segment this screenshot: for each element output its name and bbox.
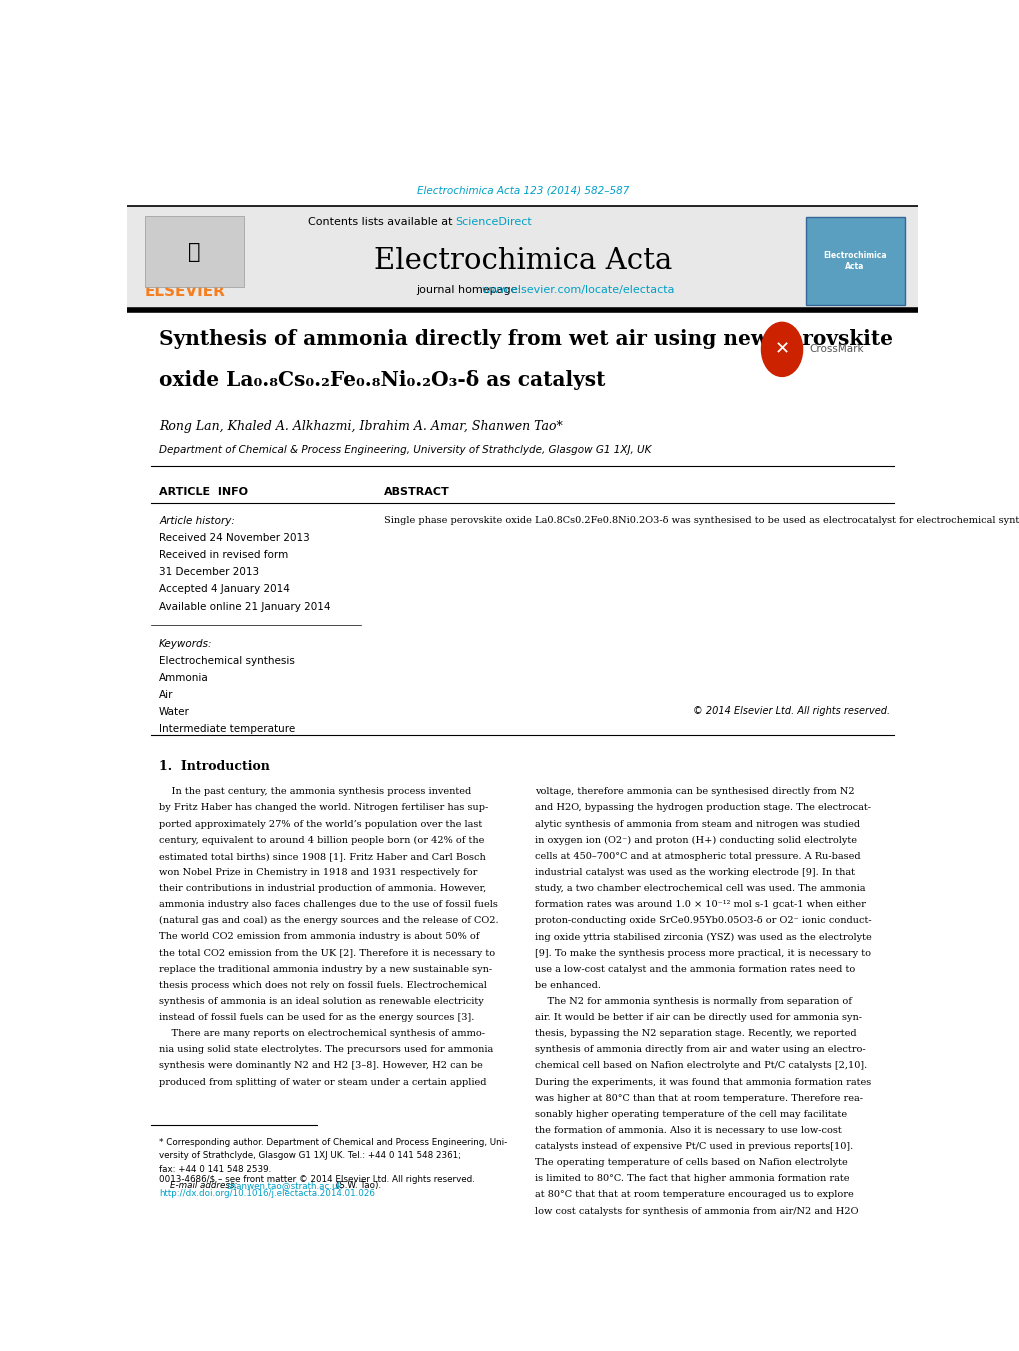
Text: Ammonia: Ammonia bbox=[159, 673, 209, 682]
Text: www.elsevier.com/locate/electacta: www.elsevier.com/locate/electacta bbox=[481, 285, 675, 296]
Text: synthesis were dominantly N2 and H2 [3–8]. However, H2 can be: synthesis were dominantly N2 and H2 [3–8… bbox=[159, 1062, 482, 1070]
Text: Keywords:: Keywords: bbox=[159, 639, 212, 648]
Text: ELSEVIER: ELSEVIER bbox=[145, 285, 225, 300]
Text: be enhanced.: be enhanced. bbox=[534, 981, 600, 990]
Text: chemical cell based on Nafion electrolyte and Pt/C catalysts [2,10].: chemical cell based on Nafion electrolyt… bbox=[534, 1062, 866, 1070]
Text: Accepted 4 January 2014: Accepted 4 January 2014 bbox=[159, 585, 289, 594]
Text: industrial catalyst was used as the working electrode [9]. In that: industrial catalyst was used as the work… bbox=[534, 867, 854, 877]
Text: Water: Water bbox=[159, 707, 190, 717]
Text: in oxygen ion (O2⁻) and proton (H+) conducting solid electrolyte: in oxygen ion (O2⁻) and proton (H+) cond… bbox=[534, 836, 856, 844]
Text: (S.W. Tao).: (S.W. Tao). bbox=[333, 1181, 381, 1190]
Text: Received 24 November 2013: Received 24 November 2013 bbox=[159, 534, 310, 543]
Circle shape bbox=[761, 323, 802, 377]
Text: ing oxide yttria stabilised zirconia (YSZ) was used as the electrolyte: ing oxide yttria stabilised zirconia (YS… bbox=[534, 932, 870, 942]
FancyBboxPatch shape bbox=[805, 218, 904, 304]
Text: http://dx.doi.org/10.1016/j.electacta.2014.01.026: http://dx.doi.org/10.1016/j.electacta.20… bbox=[159, 1189, 375, 1198]
Text: was higher at 80°C than that at room temperature. Therefore rea-: was higher at 80°C than that at room tem… bbox=[534, 1094, 862, 1102]
Text: estimated total births) since 1908 [1]. Fritz Haber and Carl Bosch: estimated total births) since 1908 [1]. … bbox=[159, 852, 485, 861]
Text: low cost catalysts for synthesis of ammonia from air/N2 and H2O: low cost catalysts for synthesis of ammo… bbox=[534, 1206, 857, 1216]
Text: study, a two chamber electrochemical cell was used. The ammonia: study, a two chamber electrochemical cel… bbox=[534, 884, 864, 893]
Text: ammonia industry also faces challenges due to the use of fossil fuels: ammonia industry also faces challenges d… bbox=[159, 900, 497, 909]
Text: Single phase perovskite oxide La0.8Cs0.2Fe0.8Ni0.2O3-δ was synthesised to be use: Single phase perovskite oxide La0.8Cs0.2… bbox=[384, 513, 1019, 524]
Text: won Nobel Prize in Chemistry in 1918 and 1931 respectively for: won Nobel Prize in Chemistry in 1918 and… bbox=[159, 867, 477, 877]
Text: the total CO2 emission from the UK [2]. Therefore it is necessary to: the total CO2 emission from the UK [2]. … bbox=[159, 948, 495, 958]
Text: [9]. To make the synthesis process more practical, it is necessary to: [9]. To make the synthesis process more … bbox=[534, 948, 870, 958]
Text: proton-conducting oxide SrCe0.95Yb0.05O3-δ or O2⁻ ionic conduct-: proton-conducting oxide SrCe0.95Yb0.05O3… bbox=[534, 916, 870, 925]
Text: In the past century, the ammonia synthesis process invented: In the past century, the ammonia synthes… bbox=[159, 788, 471, 796]
Text: Intermediate temperature: Intermediate temperature bbox=[159, 724, 296, 735]
Text: During the experiments, it was found that ammonia formation rates: During the experiments, it was found tha… bbox=[534, 1078, 870, 1086]
Text: 31 December 2013: 31 December 2013 bbox=[159, 567, 259, 577]
Text: 1.  Introduction: 1. Introduction bbox=[159, 761, 270, 773]
Text: Article history:: Article history: bbox=[159, 516, 234, 526]
Text: 🌳: 🌳 bbox=[189, 242, 201, 262]
Text: (natural gas and coal) as the energy sources and the release of CO2.: (natural gas and coal) as the energy sou… bbox=[159, 916, 498, 925]
Text: Rong Lan, Khaled A. Alkhazmi, Ibrahim A. Amar, Shanwen Tao*: Rong Lan, Khaled A. Alkhazmi, Ibrahim A.… bbox=[159, 420, 562, 434]
Text: journal homepage:: journal homepage: bbox=[416, 285, 524, 296]
Text: and H2O, bypassing the hydrogen production stage. The electrocat-: and H2O, bypassing the hydrogen producti… bbox=[534, 804, 870, 812]
Text: * Corresponding author. Department of Chemical and Process Engineering, Uni-: * Corresponding author. Department of Ch… bbox=[159, 1138, 506, 1147]
Text: the formation of ammonia. Also it is necessary to use low-cost: the formation of ammonia. Also it is nec… bbox=[534, 1125, 841, 1135]
Text: century, equivalent to around 4 billion people born (or 42% of the: century, equivalent to around 4 billion … bbox=[159, 836, 484, 844]
FancyBboxPatch shape bbox=[145, 216, 244, 286]
Text: synthesis of ammonia directly from air and water using an electro-: synthesis of ammonia directly from air a… bbox=[534, 1046, 864, 1054]
Text: by Fritz Haber has changed the world. Nitrogen fertiliser has sup-: by Fritz Haber has changed the world. Ni… bbox=[159, 804, 488, 812]
Text: alytic synthesis of ammonia from steam and nitrogen was studied: alytic synthesis of ammonia from steam a… bbox=[534, 820, 859, 828]
Text: oxide La₀.₈Cs₀.₂Fe₀.₈Ni₀.₂O₃-δ as catalyst: oxide La₀.₈Cs₀.₂Fe₀.₈Ni₀.₂O₃-δ as cataly… bbox=[159, 370, 605, 390]
Text: air. It would be better if air can be directly used for ammonia syn-: air. It would be better if air can be di… bbox=[534, 1013, 861, 1023]
Text: Electrochimica
Acta: Electrochimica Acta bbox=[822, 251, 887, 270]
Text: is limited to 80°C. The fact that higher ammonia formation rate: is limited to 80°C. The fact that higher… bbox=[534, 1174, 848, 1183]
Text: fax: +44 0 141 548 2539.: fax: +44 0 141 548 2539. bbox=[159, 1165, 271, 1174]
Text: Electrochimica Acta: Electrochimica Acta bbox=[373, 247, 672, 276]
Text: instead of fossil fuels can be used for as the energy sources [3].: instead of fossil fuels can be used for … bbox=[159, 1013, 474, 1023]
Text: thesis process which does not rely on fossil fuels. Electrochemical: thesis process which does not rely on fo… bbox=[159, 981, 486, 990]
Text: shanwen.tao@strath.ac.uk: shanwen.tao@strath.ac.uk bbox=[226, 1181, 342, 1190]
Text: Electrochemical synthesis: Electrochemical synthesis bbox=[159, 655, 294, 666]
Text: Available online 21 January 2014: Available online 21 January 2014 bbox=[159, 601, 330, 612]
Text: CrossMark: CrossMark bbox=[808, 345, 863, 354]
Text: versity of Strathclyde, Glasgow G1 1XJ UK. Tel.: +44 0 141 548 2361;: versity of Strathclyde, Glasgow G1 1XJ U… bbox=[159, 1151, 461, 1161]
Text: Electrochimica Acta 123 (2014) 582–587: Electrochimica Acta 123 (2014) 582–587 bbox=[416, 185, 629, 195]
Text: ScienceDirect: ScienceDirect bbox=[455, 218, 532, 227]
FancyBboxPatch shape bbox=[127, 205, 917, 309]
Text: Received in revised form: Received in revised form bbox=[159, 550, 288, 561]
Text: There are many reports on electrochemical synthesis of ammo-: There are many reports on electrochemica… bbox=[159, 1029, 485, 1038]
Text: replace the traditional ammonia industry by a new sustainable syn-: replace the traditional ammonia industry… bbox=[159, 965, 492, 974]
Text: use a low-cost catalyst and the ammonia formation rates need to: use a low-cost catalyst and the ammonia … bbox=[534, 965, 854, 974]
Text: catalysts instead of expensive Pt/C used in previous reports[10].: catalysts instead of expensive Pt/C used… bbox=[534, 1142, 852, 1151]
Text: sonably higher operating temperature of the cell may facilitate: sonably higher operating temperature of … bbox=[534, 1109, 846, 1119]
Text: voltage, therefore ammonia can be synthesised directly from N2: voltage, therefore ammonia can be synthe… bbox=[534, 788, 853, 796]
Text: The world CO2 emission from ammonia industry is about 50% of: The world CO2 emission from ammonia indu… bbox=[159, 932, 479, 942]
Text: © 2014 Elsevier Ltd. All rights reserved.: © 2014 Elsevier Ltd. All rights reserved… bbox=[693, 707, 890, 716]
Text: Synthesis of ammonia directly from wet air using new perovskite: Synthesis of ammonia directly from wet a… bbox=[159, 328, 893, 349]
Text: cells at 450–700°C and at atmospheric total pressure. A Ru-based: cells at 450–700°C and at atmospheric to… bbox=[534, 852, 859, 861]
Text: 0013-4686/$ – see front matter © 2014 Elsevier Ltd. All rights reserved.: 0013-4686/$ – see front matter © 2014 El… bbox=[159, 1175, 475, 1185]
Text: Air: Air bbox=[159, 690, 173, 700]
Text: at 80°C that that at room temperature encouraged us to explore: at 80°C that that at room temperature en… bbox=[534, 1190, 853, 1200]
Text: ARTICLE  INFO: ARTICLE INFO bbox=[159, 486, 248, 497]
Text: The operating temperature of cells based on Nafion electrolyte: The operating temperature of cells based… bbox=[534, 1158, 847, 1167]
Text: The N2 for ammonia synthesis is normally from separation of: The N2 for ammonia synthesis is normally… bbox=[534, 997, 851, 1006]
Text: nia using solid state electrolytes. The precursors used for ammonia: nia using solid state electrolytes. The … bbox=[159, 1046, 493, 1054]
Text: their contributions in industrial production of ammonia. However,: their contributions in industrial produc… bbox=[159, 884, 486, 893]
Text: formation rates was around 1.0 × 10⁻¹² mol s-1 gcat-1 when either: formation rates was around 1.0 × 10⁻¹² m… bbox=[534, 900, 865, 909]
Text: synthesis of ammonia is an ideal solution as renewable electricity: synthesis of ammonia is an ideal solutio… bbox=[159, 997, 483, 1006]
Text: ported approximately 27% of the world’s population over the last: ported approximately 27% of the world’s … bbox=[159, 820, 482, 828]
Text: ABSTRACT: ABSTRACT bbox=[384, 486, 449, 497]
Text: thesis, bypassing the N2 separation stage. Recently, we reported: thesis, bypassing the N2 separation stag… bbox=[534, 1029, 855, 1038]
Text: ✕: ✕ bbox=[773, 340, 789, 358]
Text: Contents lists available at: Contents lists available at bbox=[308, 218, 455, 227]
Text: Department of Chemical & Process Engineering, University of Strathclyde, Glasgow: Department of Chemical & Process Enginee… bbox=[159, 444, 651, 455]
Text: produced from splitting of water or steam under a certain applied: produced from splitting of water or stea… bbox=[159, 1078, 486, 1086]
Text: E-mail address:: E-mail address: bbox=[159, 1181, 240, 1190]
